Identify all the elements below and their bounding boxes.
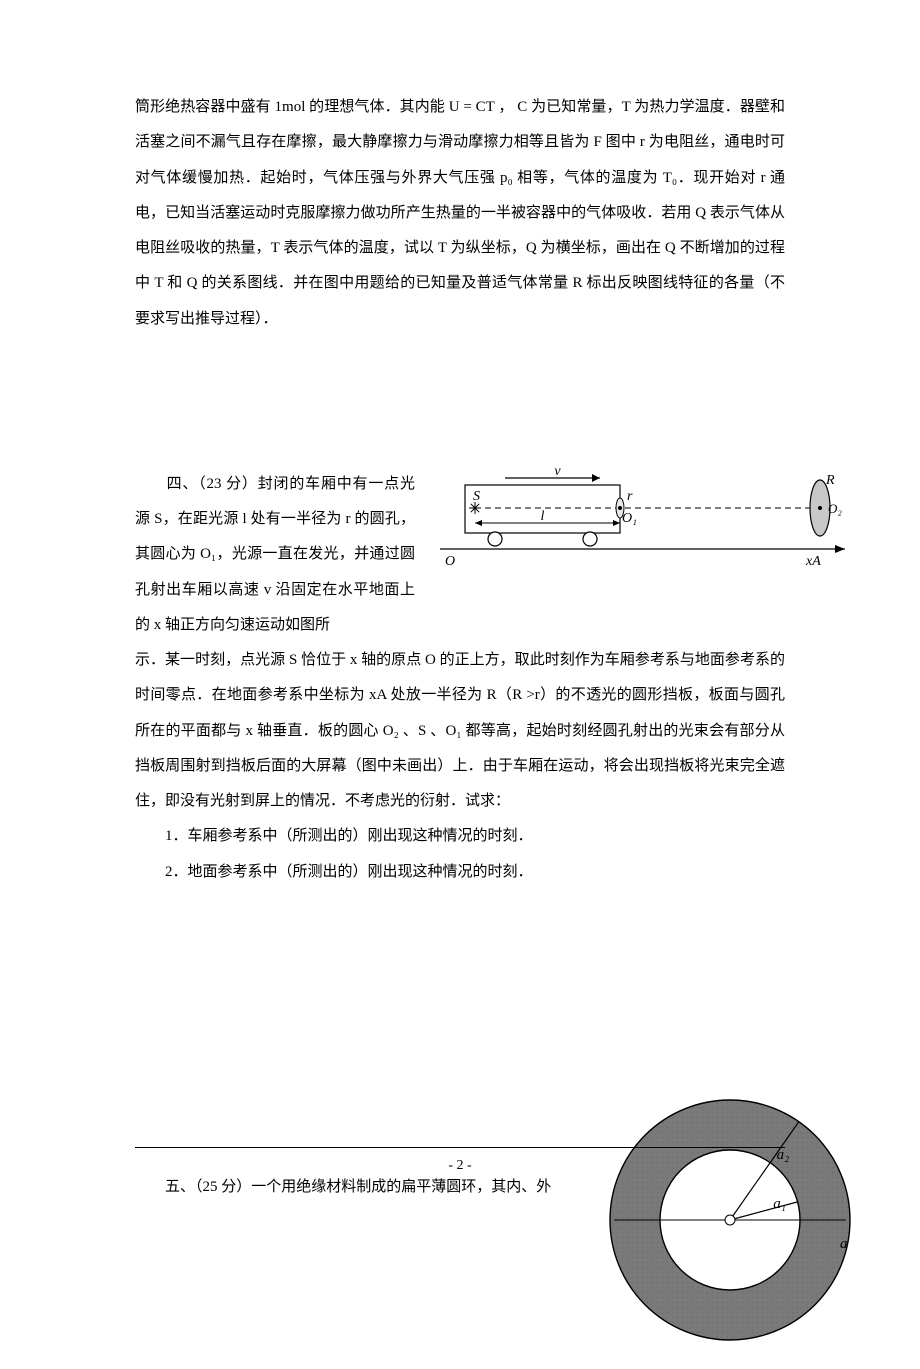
page-number: - 2 - <box>0 1158 920 1174</box>
problem-5-block: a₁a₂a 五、（25 分）一个用绝缘材料制成的扁平薄圆环，其内、外 <box>135 1170 785 1205</box>
footer-rule <box>135 1147 785 1148</box>
svg-text:O: O <box>445 554 455 569</box>
svg-text:O₂: O₂ <box>828 501 842 516</box>
svg-text:xA: xA <box>805 554 821 569</box>
svg-text:l: l <box>541 509 545 524</box>
svg-text:a₁: a₁ <box>773 1196 786 1212</box>
problem-4-intro: 四、（23 分）封闭的车厢中有一点光源 S，在距光源 l 处有一半径为 r 的圆… <box>135 467 415 643</box>
problem-4-figure: v Sr O₁ l O O₂ RxA <box>435 467 855 587</box>
problem-4-question-1: 1．车厢参考系中（所测出的）刚出现这种情况的时刻． <box>135 819 785 854</box>
svg-text:O₁: O₁ <box>622 511 637 526</box>
svg-text:r: r <box>627 489 633 504</box>
svg-text:S: S <box>473 489 480 504</box>
problem-3-continued-text: 筒形绝热容器中盛有 1mol 的理想气体．其内能 U = CT ， C 为已知常… <box>135 90 785 337</box>
problem-4-continuation: 示．某一时刻，点光源 S 恰位于 x 轴的原点 O 的正上方，取此时刻作为车厢参… <box>135 643 785 819</box>
problem-4-block: vSrO₁lOO₂RxA 四、（23 分）封闭的车厢中有一点光源 S，在距光源 … <box>135 467 785 890</box>
problem-5-figure: a₁a₂a <box>595 1085 865 1355</box>
problem-4-question-2: 2．地面参考系中（所测出的）刚出现这种情况的时刻． <box>135 855 785 890</box>
problem-5-text: 五、（25 分）一个用绝缘材料制成的扁平薄圆环，其内、外 <box>135 1170 555 1205</box>
svg-text:a: a <box>840 1236 848 1252</box>
svg-text:R: R <box>825 473 835 488</box>
svg-text:v: v <box>554 467 561 479</box>
